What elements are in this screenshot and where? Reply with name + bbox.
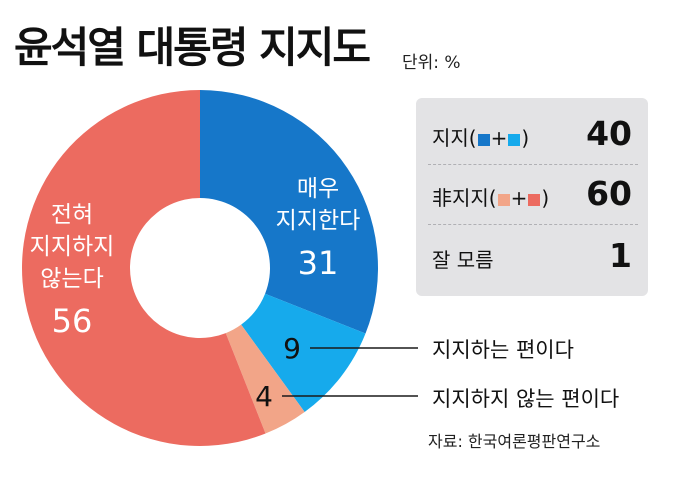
slice-label-strong-support: 매우	[297, 176, 339, 202]
chart-title: 윤석열 대통령 지지도	[14, 23, 371, 72]
slice-label-strong-oppose: 않는다	[40, 266, 103, 292]
slice-label-strong-oppose: 지지하지	[30, 234, 115, 260]
summary-row-unknown: 잘 모름 1	[428, 234, 638, 278]
weak-support-swatch	[508, 134, 521, 146]
callout-weak-oppose-label: 지지하지 않는 편이다	[432, 387, 620, 411]
summary-divider	[428, 224, 638, 225]
summary-row-support: 지지(+) 40	[428, 112, 638, 156]
slice-label-strong-oppose: 전혀	[51, 202, 93, 228]
summary-support-label: 지지(+)	[432, 126, 530, 150]
slice-weak-oppose	[225, 324, 305, 434]
slice-weak-support	[241, 293, 366, 413]
slice-value-strong-support: 31	[298, 244, 339, 282]
donut-hole	[131, 199, 269, 337]
slice-strong-oppose	[22, 90, 266, 446]
summary-panel: 지지(+) 40 非지지(+) 60 잘 모름 1	[416, 98, 648, 296]
source-note: 자료: 한국여론평판연구소	[428, 432, 601, 451]
callout-weak-support-label: 지지하는 편이다	[432, 338, 574, 362]
weak-oppose-swatch	[497, 194, 510, 206]
callout-value-weak-oppose: 4	[255, 380, 273, 413]
summary-divider	[428, 164, 638, 165]
strong-oppose-swatch	[528, 194, 541, 206]
summary-unknown-value: 1	[609, 236, 632, 275]
summary-row-oppose: 非지지(+) 60	[428, 172, 638, 216]
summary-oppose-label: 非지지(+)	[432, 186, 550, 210]
slice-value-strong-oppose: 56	[52, 302, 93, 340]
summary-oppose-value: 60	[586, 174, 632, 213]
slice-strong-support	[200, 90, 378, 334]
slice-label-strong-support: 지지한다	[276, 208, 361, 234]
summary-support-value: 40	[586, 114, 632, 153]
unit-label: 단위: %	[402, 53, 461, 73]
summary-unknown-label: 잘 모름	[432, 248, 494, 272]
strong-support-swatch	[477, 134, 490, 146]
callout-value-weak-support: 9	[283, 332, 301, 365]
